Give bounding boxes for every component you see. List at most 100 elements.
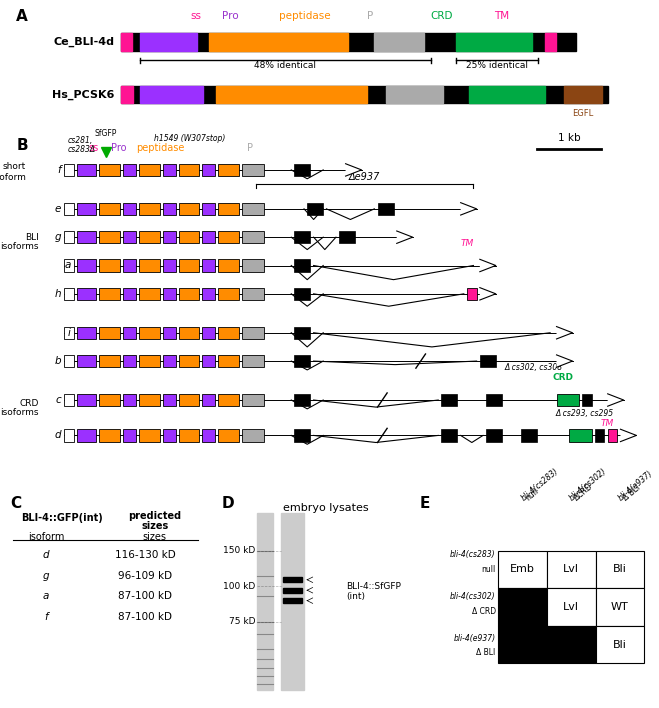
- Bar: [100, 202, 120, 215]
- Text: i: i: [68, 328, 71, 338]
- Bar: [215, 86, 368, 103]
- Bar: [140, 86, 203, 103]
- Bar: [65, 394, 74, 406]
- Polygon shape: [480, 287, 496, 300]
- Text: 48% identical: 48% identical: [254, 62, 316, 70]
- Bar: [77, 287, 96, 300]
- Text: sizes: sizes: [141, 521, 169, 531]
- Bar: [139, 287, 159, 300]
- Bar: [163, 326, 175, 339]
- Bar: [547, 626, 596, 663]
- Text: d: d: [55, 430, 61, 440]
- Bar: [547, 551, 596, 588]
- Bar: [77, 326, 96, 339]
- Bar: [283, 588, 302, 593]
- Bar: [469, 86, 544, 103]
- Bar: [77, 259, 96, 272]
- Bar: [179, 164, 199, 176]
- Text: 25% identical: 25% identical: [466, 62, 528, 70]
- Text: A: A: [16, 9, 28, 24]
- Bar: [242, 287, 264, 300]
- Text: 116-130 kD: 116-130 kD: [115, 549, 175, 560]
- Polygon shape: [345, 164, 362, 176]
- Text: Δ BLI: Δ BLI: [476, 649, 496, 658]
- Bar: [163, 164, 175, 176]
- Bar: [442, 394, 457, 406]
- Bar: [139, 355, 159, 367]
- Polygon shape: [397, 231, 413, 244]
- Bar: [242, 326, 264, 339]
- Text: a: a: [43, 591, 49, 602]
- Bar: [563, 86, 602, 103]
- Bar: [295, 394, 310, 406]
- Bar: [179, 259, 199, 272]
- Bar: [295, 259, 310, 272]
- Bar: [163, 202, 175, 215]
- Bar: [139, 164, 159, 176]
- Bar: [163, 259, 175, 272]
- Bar: [283, 598, 302, 603]
- Bar: [202, 259, 215, 272]
- Text: peptidase: peptidase: [279, 11, 331, 21]
- Text: E: E: [420, 496, 430, 511]
- Bar: [77, 394, 96, 406]
- Text: TM: TM: [494, 11, 509, 21]
- Bar: [595, 429, 604, 442]
- Bar: [179, 429, 199, 442]
- Text: embryo lysates: embryo lysates: [283, 503, 369, 513]
- Text: b: b: [55, 356, 61, 366]
- Bar: [100, 394, 120, 406]
- Bar: [100, 429, 120, 442]
- Text: TM: TM: [601, 419, 614, 428]
- Bar: [179, 202, 199, 215]
- Bar: [163, 355, 175, 367]
- Bar: [218, 287, 239, 300]
- Bar: [163, 394, 175, 406]
- Text: bli-4(cs302): bli-4(cs302): [450, 592, 496, 601]
- Bar: [121, 33, 576, 51]
- Text: Δ CRD: Δ CRD: [471, 607, 496, 616]
- Text: (int): (int): [346, 592, 365, 601]
- Text: 75 kD: 75 kD: [229, 617, 255, 626]
- Bar: [65, 202, 74, 215]
- Text: isoforms: isoforms: [0, 408, 39, 417]
- Bar: [179, 326, 199, 339]
- Bar: [218, 231, 239, 244]
- Text: h: h: [55, 289, 61, 299]
- Bar: [121, 33, 132, 51]
- Bar: [65, 326, 74, 339]
- Text: SfGFP: SfGFP: [95, 129, 117, 138]
- Text: P: P: [246, 143, 252, 154]
- Text: Pro: Pro: [111, 143, 127, 154]
- Bar: [218, 394, 239, 406]
- Bar: [123, 394, 136, 406]
- Bar: [65, 429, 74, 442]
- Text: bli-4(e937): bli-4(e937): [617, 469, 654, 503]
- Bar: [140, 33, 196, 51]
- Bar: [65, 164, 74, 176]
- Bar: [442, 429, 457, 442]
- Bar: [218, 355, 239, 367]
- Bar: [596, 626, 645, 663]
- Text: g: g: [55, 232, 61, 242]
- Bar: [100, 326, 120, 339]
- Bar: [163, 287, 175, 300]
- Bar: [378, 202, 393, 215]
- Polygon shape: [608, 394, 623, 406]
- Bar: [139, 231, 159, 244]
- Text: h1549 (W307stop): h1549 (W307stop): [154, 135, 225, 143]
- Bar: [202, 231, 215, 244]
- Bar: [218, 202, 239, 215]
- Text: CRD: CRD: [431, 11, 453, 21]
- Text: Δe937: Δe937: [349, 172, 380, 183]
- Polygon shape: [556, 355, 573, 367]
- Bar: [242, 164, 264, 176]
- Bar: [163, 429, 175, 442]
- Bar: [202, 355, 215, 367]
- Bar: [486, 429, 502, 442]
- Bar: [281, 513, 304, 690]
- Text: ss: ss: [88, 143, 98, 154]
- Bar: [77, 202, 96, 215]
- Text: BLI: BLI: [25, 233, 39, 241]
- Text: BLI-4::GFP(int): BLI-4::GFP(int): [21, 513, 103, 523]
